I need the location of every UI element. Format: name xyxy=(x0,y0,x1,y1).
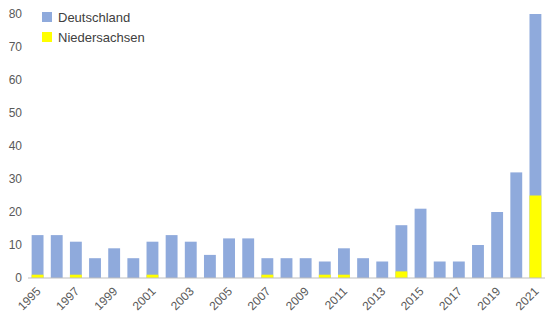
y-tick-label: 80 xyxy=(9,7,23,21)
bar xyxy=(395,225,407,278)
legend: Deutschland Niedersachsen xyxy=(42,10,145,45)
legend-swatch xyxy=(42,32,52,42)
bar xyxy=(319,262,331,279)
x-tick-label: 2001 xyxy=(130,284,159,313)
y-tick-label: 20 xyxy=(9,205,23,219)
bar xyxy=(32,235,44,278)
y-tick-label: 0 xyxy=(15,271,22,285)
bar xyxy=(281,258,293,278)
bar xyxy=(338,248,350,278)
bar xyxy=(357,258,369,278)
bar xyxy=(223,238,235,278)
bar xyxy=(204,255,216,278)
legend-label: Niedersachsen xyxy=(58,30,145,45)
bar xyxy=(70,242,82,278)
bars xyxy=(32,14,542,278)
bar xyxy=(491,212,503,278)
bar xyxy=(529,14,541,278)
x-tick-label: 2015 xyxy=(398,284,427,313)
chart-container: 0 10 20 30 40 50 60 70 80 1995 1997 1999 2001 2003 200… xyxy=(0,0,550,330)
bar xyxy=(529,196,541,279)
bar xyxy=(300,258,312,278)
x-tick-label: 2003 xyxy=(168,284,197,313)
x-tick-label: 1997 xyxy=(53,284,82,313)
y-tick-label: 10 xyxy=(9,238,23,252)
y-tick-label: 50 xyxy=(9,106,23,120)
y-tick-label: 40 xyxy=(9,139,23,153)
bar xyxy=(185,242,197,278)
bar xyxy=(376,262,388,279)
bar xyxy=(415,209,427,278)
x-axis xyxy=(28,278,545,279)
bar xyxy=(453,262,465,279)
legend-swatch xyxy=(42,12,52,22)
x-tick-label: 2019 xyxy=(474,284,503,313)
x-tick-label: 2021 xyxy=(513,284,542,313)
y-tick-label: 70 xyxy=(9,40,23,54)
y-tick-label: 60 xyxy=(9,73,23,87)
x-tick-label: 2011 xyxy=(322,284,350,312)
x-tick-label: 2017 xyxy=(436,284,465,313)
bar xyxy=(89,258,101,278)
bar xyxy=(242,238,254,278)
bar xyxy=(108,248,120,278)
bar xyxy=(51,235,63,278)
bar xyxy=(166,235,178,278)
bar xyxy=(510,172,522,278)
x-tick-label: 2007 xyxy=(245,284,274,313)
x-tick-label: 1995 xyxy=(15,284,44,313)
x-tick-label: 1999 xyxy=(92,284,121,313)
bar xyxy=(395,271,407,278)
bar xyxy=(261,258,273,278)
y-tick-label: 30 xyxy=(9,172,23,186)
x-tick-label: 2009 xyxy=(283,284,312,313)
bar xyxy=(434,262,446,279)
bar xyxy=(472,245,484,278)
x-tick-label: 2013 xyxy=(360,284,389,313)
bar xyxy=(127,258,139,278)
chart: 0 10 20 30 40 50 60 70 80 1995 1997 1999 2001 2003 200… xyxy=(0,0,550,330)
bar xyxy=(147,242,159,278)
legend-label: Deutschland xyxy=(58,10,130,25)
x-tick-label: 2005 xyxy=(206,284,235,313)
